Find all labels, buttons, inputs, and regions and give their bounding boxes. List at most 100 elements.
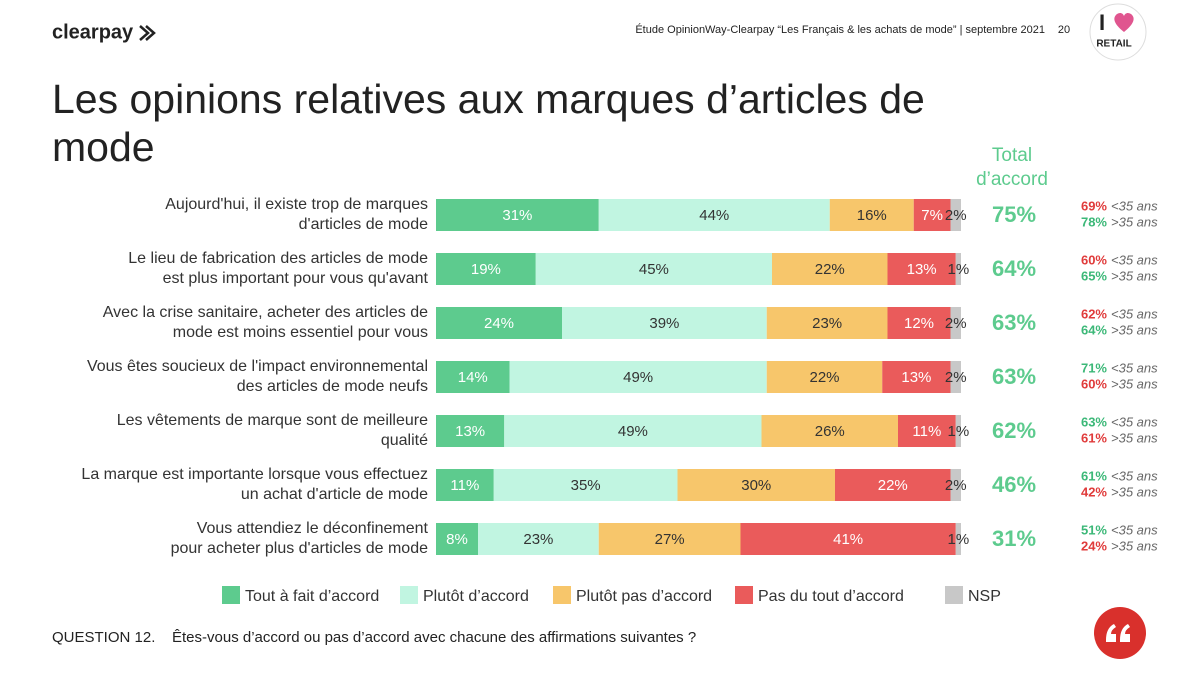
legend-label: Tout à fait d’accord bbox=[245, 588, 379, 605]
data-label: 7% bbox=[921, 207, 943, 224]
bar-segment bbox=[887, 307, 951, 339]
age-value: 24% bbox=[1081, 538, 1107, 553]
legend-swatch bbox=[553, 586, 571, 604]
data-label: 49% bbox=[618, 423, 648, 440]
chart-title: Les opinions relatives aux marques d’art… bbox=[52, 76, 925, 122]
bar-segment bbox=[887, 253, 956, 285]
category-label: Aujourd'hui, il existe trop de marques bbox=[165, 196, 428, 213]
data-label: 13% bbox=[901, 369, 931, 386]
bar-segment bbox=[955, 253, 961, 285]
data-label: 8% bbox=[446, 531, 468, 548]
bar-segment bbox=[955, 415, 961, 447]
data-label: 13% bbox=[455, 423, 485, 440]
category-label: La marque est importante lorsque vous ef… bbox=[81, 466, 428, 483]
age-value: 65% bbox=[1081, 268, 1107, 283]
total-value: 63% bbox=[992, 364, 1036, 389]
bar-segment bbox=[740, 523, 956, 555]
bar-segment bbox=[766, 361, 883, 393]
bar-segment bbox=[598, 523, 741, 555]
category-label: des articles de mode neufs bbox=[237, 378, 428, 395]
legend-swatch bbox=[222, 586, 240, 604]
data-label: 41% bbox=[833, 531, 863, 548]
bar-segment bbox=[436, 415, 505, 447]
category-label: qualité bbox=[381, 432, 428, 449]
data-label: 2% bbox=[945, 207, 967, 224]
total-value: 31% bbox=[992, 526, 1036, 551]
data-label: 2% bbox=[945, 369, 967, 386]
bar-segment bbox=[436, 253, 536, 285]
age-value: 62% bbox=[1081, 306, 1107, 321]
data-label: 22% bbox=[815, 261, 845, 278]
legend-swatch bbox=[400, 586, 418, 604]
data-label: 12% bbox=[904, 315, 934, 332]
data-label: 23% bbox=[812, 315, 842, 332]
age-group: >35 ans bbox=[1111, 538, 1158, 553]
bar-segment bbox=[829, 199, 914, 231]
data-label: 1% bbox=[948, 423, 970, 440]
data-label: 45% bbox=[639, 261, 669, 278]
age-value: 60% bbox=[1081, 376, 1107, 391]
age-group: >35 ans bbox=[1111, 376, 1158, 391]
age-group: <35 ans bbox=[1111, 252, 1158, 267]
age-group: >35 ans bbox=[1111, 268, 1158, 283]
bar-segment bbox=[950, 199, 961, 231]
legend-label: Plutôt pas d’accord bbox=[576, 588, 712, 605]
category-label: un achat d'article de mode bbox=[241, 486, 428, 503]
age-group: <35 ans bbox=[1111, 198, 1158, 213]
age-value: 71% bbox=[1081, 360, 1107, 375]
badge-heart bbox=[1114, 12, 1134, 33]
age-value: 61% bbox=[1081, 468, 1107, 483]
chart-title: mode bbox=[52, 124, 155, 170]
data-label: 35% bbox=[571, 477, 601, 494]
source: Étude OpinionWay-Clearpay “Les Français … bbox=[635, 23, 1045, 36]
age-group: >35 ans bbox=[1111, 214, 1158, 229]
legend-swatch bbox=[945, 586, 963, 604]
bar-segment bbox=[562, 307, 767, 339]
bar-segment bbox=[504, 415, 762, 447]
bar-segment bbox=[677, 469, 835, 501]
bar-segment bbox=[835, 469, 951, 501]
category-label: Avec la crise sanitaire, acheter des art… bbox=[103, 304, 428, 321]
bar-segment bbox=[955, 523, 961, 555]
data-label: 13% bbox=[907, 261, 937, 278]
brand-logo: clearpay bbox=[52, 21, 134, 43]
category-label: Les vêtements de marque sont de meilleur… bbox=[117, 412, 428, 429]
data-label: 39% bbox=[649, 315, 679, 332]
legend-label: NSP bbox=[968, 588, 1001, 605]
data-label: 49% bbox=[623, 369, 653, 386]
badge-i: I bbox=[1099, 10, 1105, 35]
bar-segment bbox=[772, 253, 888, 285]
age-group: <35 ans bbox=[1111, 414, 1158, 429]
age-value: 60% bbox=[1081, 252, 1107, 267]
legend-label: Plutôt d’accord bbox=[423, 588, 529, 605]
age-group: >35 ans bbox=[1111, 430, 1158, 445]
total-header: d’accord bbox=[976, 169, 1048, 190]
bar-segment bbox=[493, 469, 678, 501]
age-group: <35 ans bbox=[1111, 522, 1158, 537]
category-label: Vous êtes soucieux de l'impact environne… bbox=[87, 358, 428, 375]
question-number: QUESTION 12. bbox=[52, 629, 155, 646]
age-group: >35 ans bbox=[1111, 484, 1158, 499]
total-value: 75% bbox=[992, 202, 1036, 227]
bar-segment bbox=[898, 415, 956, 447]
category-label: pour acheter plus d'articles de mode bbox=[171, 540, 429, 557]
category-label: d'articles de mode bbox=[299, 216, 428, 233]
age-value: 61% bbox=[1081, 430, 1107, 445]
age-value: 63% bbox=[1081, 414, 1107, 429]
data-label: 22% bbox=[809, 369, 839, 386]
quote-glyph bbox=[1106, 624, 1130, 642]
category-label: Le lieu de fabrication des articles de m… bbox=[128, 250, 428, 267]
category-label: mode est moins essentiel pour vous bbox=[173, 324, 428, 341]
age-group: <35 ans bbox=[1111, 360, 1158, 375]
question: Êtes-vous d’accord ou pas d’accord avec … bbox=[172, 629, 696, 646]
data-label: 24% bbox=[484, 315, 514, 332]
age-value: 42% bbox=[1081, 484, 1107, 499]
legend-label: Pas du tout d’accord bbox=[758, 588, 904, 605]
total-value: 63% bbox=[992, 310, 1036, 335]
bar-segment bbox=[761, 415, 898, 447]
data-label: 27% bbox=[655, 531, 685, 548]
bar-segment bbox=[509, 361, 767, 393]
age-value: 78% bbox=[1081, 214, 1107, 229]
data-label: 2% bbox=[945, 477, 967, 494]
